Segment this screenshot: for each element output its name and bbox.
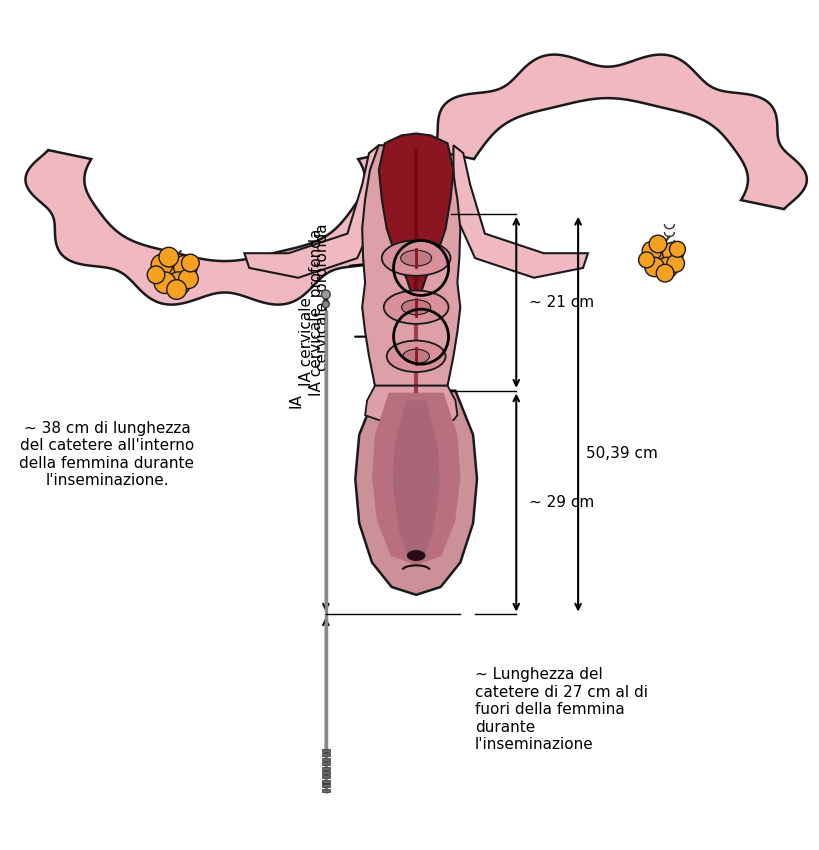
Ellipse shape (387, 341, 445, 372)
Circle shape (166, 280, 186, 299)
Polygon shape (431, 54, 806, 209)
Text: ~ Lunghezza del
catetere di 27 cm al di
fuori della femmina
durante
l'inseminazi: ~ Lunghezza del catetere di 27 cm al di … (474, 667, 647, 752)
Bar (322, 762, 329, 765)
Ellipse shape (402, 349, 429, 363)
Circle shape (181, 254, 199, 272)
Polygon shape (244, 145, 378, 278)
Circle shape (641, 241, 661, 261)
Bar (322, 757, 329, 761)
Text: ~ 21 cm: ~ 21 cm (528, 295, 594, 309)
Circle shape (151, 254, 173, 275)
Bar (322, 749, 329, 752)
Circle shape (179, 269, 198, 288)
Circle shape (666, 255, 684, 272)
Circle shape (159, 247, 179, 267)
Bar (322, 767, 329, 769)
Text: IA cervicale: IA cervicale (298, 297, 314, 386)
Circle shape (166, 272, 190, 296)
Polygon shape (355, 391, 477, 595)
Circle shape (159, 259, 186, 286)
Circle shape (147, 266, 165, 284)
Polygon shape (453, 145, 587, 278)
Circle shape (649, 246, 673, 270)
Text: ~ 38 cm di lunghezza
del catetere all'interno
della femmina durante
l'inseminazi: ~ 38 cm di lunghezza del catetere all'in… (20, 421, 194, 488)
Ellipse shape (400, 250, 431, 266)
Circle shape (322, 301, 329, 308)
Polygon shape (392, 400, 439, 563)
Text: IA cervicale  profonda: IA cervicale profonda (308, 229, 324, 396)
Circle shape (154, 272, 175, 293)
Circle shape (649, 235, 666, 252)
Polygon shape (378, 133, 453, 298)
Circle shape (321, 290, 330, 299)
Polygon shape (25, 150, 423, 304)
Polygon shape (364, 386, 457, 425)
Bar (322, 775, 329, 779)
Circle shape (668, 241, 685, 258)
Bar (322, 771, 329, 774)
Ellipse shape (401, 300, 430, 314)
Polygon shape (362, 145, 459, 386)
Polygon shape (482, 110, 735, 191)
Text: cervicale  profonda: cervicale profonda (315, 224, 330, 371)
Polygon shape (372, 393, 459, 565)
Circle shape (174, 255, 197, 279)
Text: ~ 29 cm: ~ 29 cm (528, 495, 594, 510)
Circle shape (644, 258, 663, 277)
Bar (322, 779, 329, 783)
Ellipse shape (383, 291, 448, 324)
Bar (322, 785, 329, 787)
Circle shape (655, 258, 676, 279)
Ellipse shape (382, 241, 450, 275)
Bar (322, 753, 329, 756)
Bar (322, 789, 329, 791)
Text: 50,39 cm: 50,39 cm (586, 446, 657, 461)
Circle shape (662, 242, 683, 264)
Circle shape (638, 252, 654, 268)
Text: IA: IA (288, 393, 304, 408)
Ellipse shape (407, 551, 424, 560)
Polygon shape (97, 167, 352, 248)
Circle shape (655, 264, 673, 282)
